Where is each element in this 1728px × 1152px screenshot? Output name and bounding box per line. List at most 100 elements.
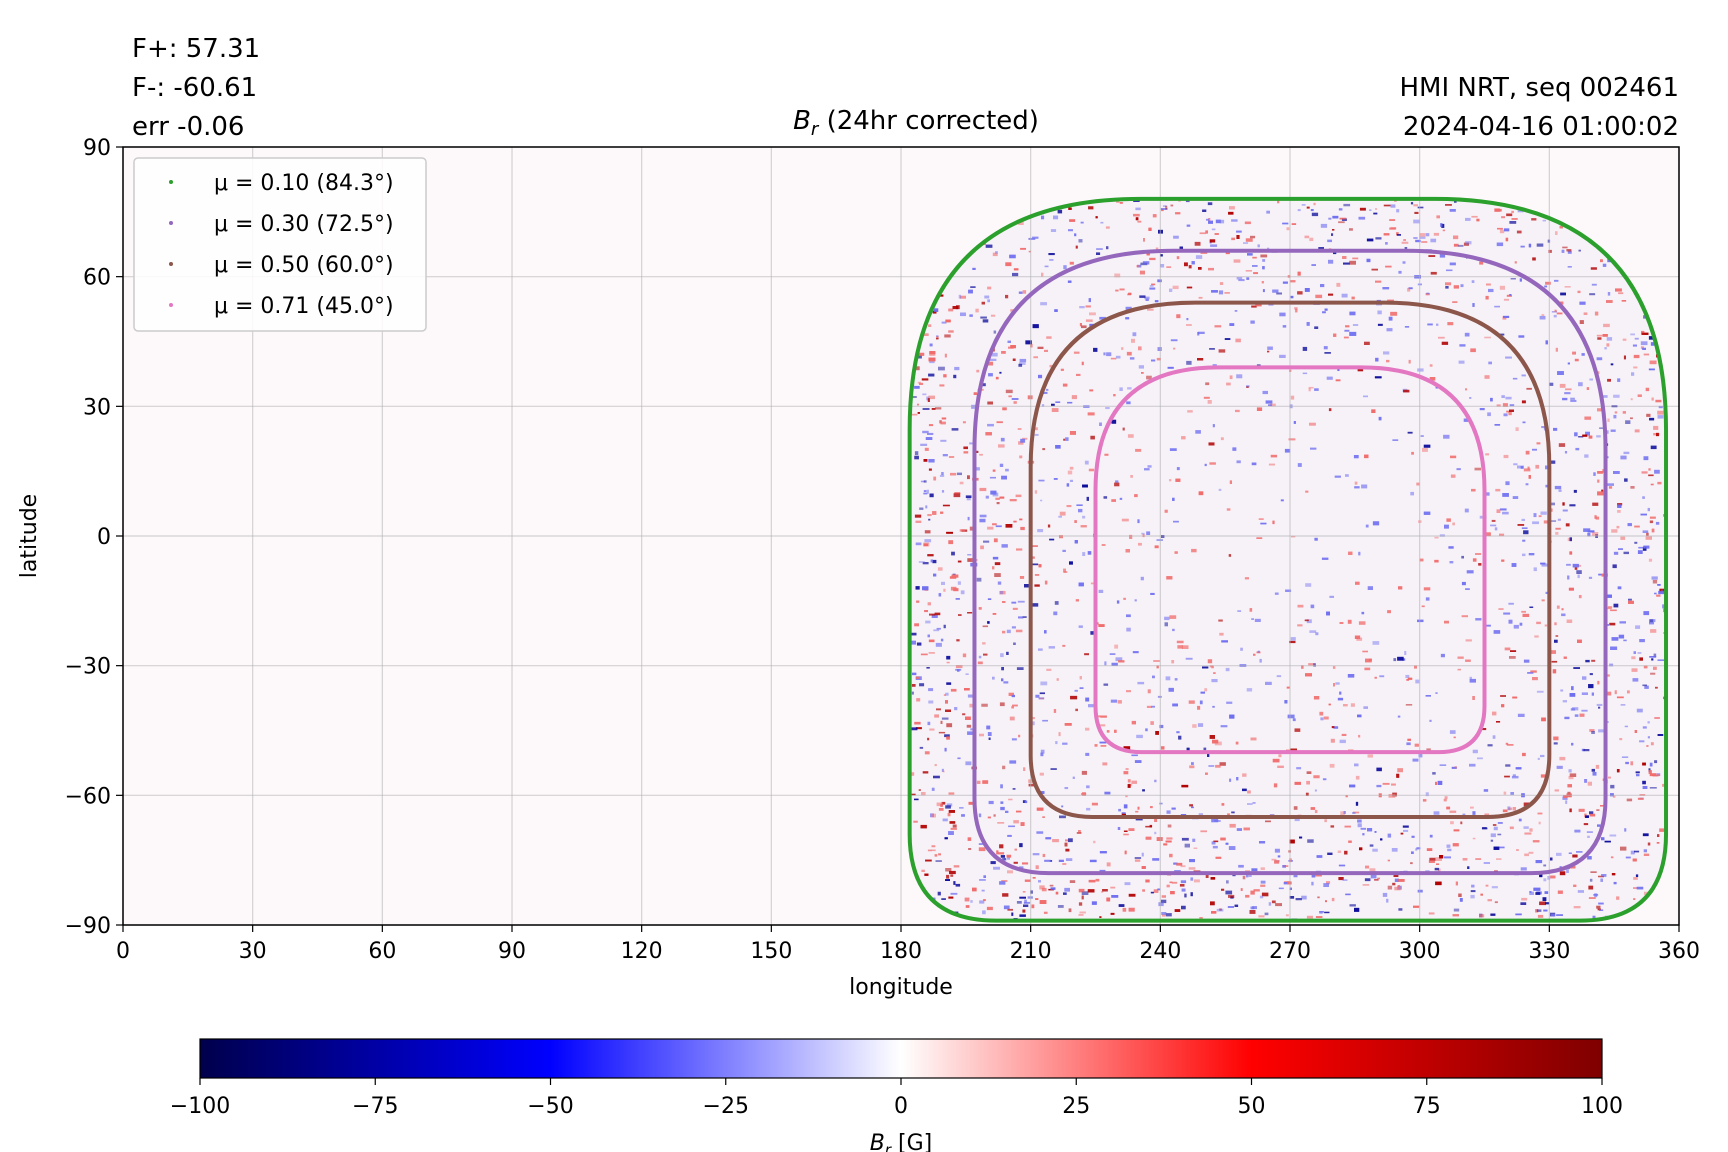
field-pixel bbox=[1598, 875, 1604, 878]
field-pixel bbox=[927, 432, 934, 435]
field-pixel bbox=[1372, 641, 1380, 645]
field-pixel bbox=[1057, 905, 1064, 908]
field-pixel bbox=[1006, 629, 1011, 634]
field-pixel bbox=[1569, 808, 1572, 813]
field-pixel bbox=[1617, 504, 1622, 508]
field-pixel bbox=[1554, 639, 1558, 643]
field-pixel bbox=[1070, 695, 1078, 700]
field-pixel bbox=[1304, 235, 1310, 239]
field-pixel bbox=[1349, 904, 1356, 907]
field-pixel bbox=[943, 374, 947, 378]
field-pixel bbox=[1614, 690, 1617, 695]
field-pixel bbox=[914, 514, 922, 518]
field-pixel bbox=[917, 412, 920, 414]
field-pixel bbox=[1472, 837, 1476, 840]
field-pixel bbox=[1403, 829, 1409, 832]
field-pixel bbox=[978, 607, 982, 610]
field-pixel bbox=[917, 354, 922, 359]
field-pixel bbox=[1358, 551, 1361, 556]
field-pixel bbox=[1065, 858, 1073, 861]
field-pixel bbox=[1082, 552, 1086, 556]
field-pixel bbox=[1548, 249, 1552, 253]
field-pixel bbox=[1386, 898, 1389, 903]
field-pixel bbox=[956, 639, 960, 642]
field-pixel bbox=[1337, 697, 1344, 701]
field-pixel bbox=[1488, 288, 1494, 293]
field-pixel bbox=[1461, 581, 1466, 586]
field-pixel bbox=[954, 707, 958, 711]
field-pixel bbox=[1064, 842, 1068, 847]
field-pixel bbox=[1015, 494, 1022, 498]
field-pixel bbox=[1031, 556, 1035, 559]
field-pixel bbox=[1407, 677, 1413, 680]
field-pixel bbox=[1165, 205, 1168, 210]
field-pixel bbox=[1009, 499, 1017, 502]
field-pixel bbox=[915, 727, 922, 730]
field-pixel bbox=[1532, 521, 1539, 525]
field-pixel bbox=[1152, 858, 1160, 861]
field-pixel bbox=[950, 688, 957, 692]
field-pixel bbox=[1235, 338, 1241, 343]
field-pixel bbox=[1184, 893, 1187, 898]
field-pixel bbox=[1465, 659, 1471, 662]
field-pixel bbox=[1010, 345, 1016, 349]
field-pixel bbox=[1609, 622, 1616, 626]
field-pixel bbox=[1209, 735, 1215, 739]
field-pixel bbox=[1591, 283, 1597, 286]
x-tick-label: 30 bbox=[239, 939, 267, 964]
field-pixel bbox=[1243, 827, 1250, 831]
field-pixel bbox=[1009, 254, 1016, 259]
field-pixel bbox=[1618, 292, 1624, 295]
field-pixel bbox=[1289, 896, 1295, 899]
field-pixel bbox=[931, 614, 938, 618]
field-pixel bbox=[1391, 783, 1396, 786]
field-pixel bbox=[1587, 781, 1592, 786]
field-pixel bbox=[1161, 914, 1166, 917]
field-pixel bbox=[1568, 775, 1574, 780]
field-pixel bbox=[965, 761, 972, 766]
field-pixel bbox=[952, 824, 957, 828]
field-pixel bbox=[1057, 209, 1063, 214]
field-pixel bbox=[1144, 296, 1150, 300]
field-pixel bbox=[1650, 483, 1654, 486]
field-pixel bbox=[1349, 228, 1353, 231]
field-pixel bbox=[1152, 675, 1155, 679]
field-pixel bbox=[1009, 760, 1017, 764]
x-tick-label: 270 bbox=[1269, 939, 1311, 964]
field-pixel bbox=[1587, 532, 1591, 537]
field-pixel bbox=[1226, 880, 1229, 884]
field-pixel bbox=[1472, 303, 1475, 307]
field-pixel bbox=[1383, 233, 1390, 236]
field-pixel bbox=[1053, 709, 1057, 713]
field-pixel bbox=[1013, 401, 1017, 404]
field-pixel bbox=[1523, 530, 1529, 535]
field-pixel bbox=[1085, 697, 1090, 702]
field-pixel bbox=[1200, 691, 1205, 694]
field-pixel bbox=[1556, 605, 1560, 609]
field-pixel bbox=[1510, 792, 1514, 795]
field-pixel bbox=[1007, 870, 1013, 874]
field-pixel bbox=[1290, 637, 1296, 641]
field-pixel bbox=[1609, 663, 1614, 667]
field-pixel bbox=[1630, 761, 1634, 766]
field-pixel bbox=[945, 805, 951, 809]
field-pixel bbox=[912, 672, 917, 676]
field-pixel bbox=[1087, 551, 1092, 555]
field-pixel bbox=[1268, 902, 1272, 906]
field-pixel bbox=[958, 614, 962, 616]
field-pixel bbox=[1583, 528, 1591, 532]
field-pixel bbox=[1129, 357, 1135, 360]
field-pixel bbox=[1601, 489, 1604, 492]
field-pixel bbox=[1250, 906, 1255, 910]
field-pixel bbox=[1551, 660, 1558, 663]
field-pixel bbox=[1116, 200, 1120, 203]
field-pixel bbox=[965, 495, 972, 498]
field-pixel bbox=[1517, 524, 1525, 526]
field-pixel bbox=[1568, 769, 1572, 773]
field-pixel bbox=[954, 492, 961, 495]
field-pixel bbox=[1407, 287, 1411, 292]
field-pixel bbox=[1253, 889, 1260, 892]
field-pixel bbox=[1184, 893, 1187, 898]
field-pixel bbox=[1246, 385, 1250, 388]
field-pixel bbox=[1478, 563, 1482, 566]
